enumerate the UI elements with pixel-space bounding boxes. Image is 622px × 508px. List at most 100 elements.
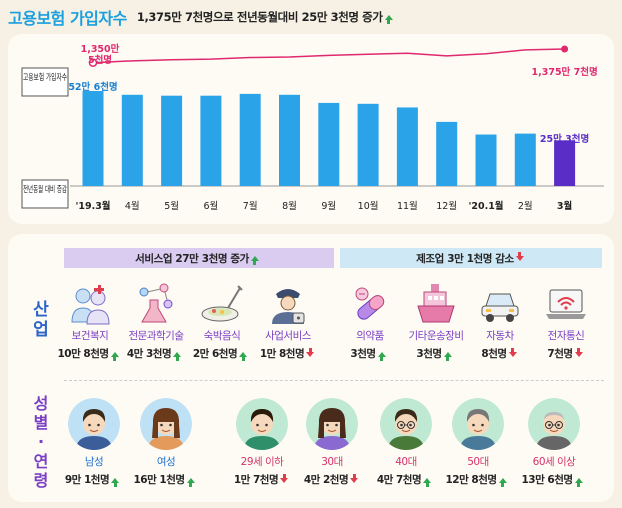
- demographic-label: 60세 이상: [532, 456, 576, 468]
- demographic-item: 29세 이하 1만 7천명: [222, 398, 302, 487]
- bar-2: [161, 95, 183, 186]
- bar-0: [82, 91, 104, 186]
- demographic-item: 여성 16만 1천명: [126, 398, 206, 487]
- up-arrow-icon: [173, 351, 182, 361]
- up-arrow-icon: [498, 477, 507, 487]
- woman-avatar-icon: [140, 398, 192, 450]
- demographic-label: 30대: [321, 456, 343, 468]
- line-end-label: 1,375만 7천명: [532, 66, 598, 78]
- demographic-label: 40대: [395, 456, 417, 468]
- ship-icon: [398, 280, 474, 326]
- service-sector-label: 서비스업 27만 3천명 증가: [135, 252, 249, 265]
- industry-item: 전문과학기술 4만 3천명: [118, 280, 194, 361]
- bar-1: [121, 94, 143, 186]
- line-row-label: 고용보험 가입자수: [23, 73, 67, 83]
- x-tick-label: 4월: [125, 200, 140, 212]
- section-divider: [64, 380, 604, 381]
- up-arrow-icon: [239, 351, 248, 361]
- demographic-item: 50대 12만 8천명: [438, 398, 518, 487]
- industry-label: 전문과학기술: [128, 330, 184, 342]
- page-title: 고용보험 가입자수 1,375만 7천명으로 전년동월대비 25만 3천명 증가: [8, 4, 397, 30]
- x-tick-label: '20.1월: [468, 200, 503, 212]
- demographic-value: 13만 6천명: [514, 472, 594, 487]
- demographics-side-label: 성 별 · 연 령: [33, 394, 49, 490]
- demographic-label: 여성: [156, 456, 176, 468]
- industry-item: 숙박음식 2만 6천명: [184, 280, 260, 361]
- demographic-item: 남성 9만 1천명: [54, 398, 134, 487]
- industry-item: 보건복지 10만 8천명: [52, 280, 128, 361]
- demographic-value: 9만 1천명: [54, 472, 134, 487]
- industry-label: 전자통신: [547, 330, 585, 342]
- bar-12: [554, 140, 576, 186]
- industry-item: 의약품 3천명: [332, 280, 408, 361]
- industry-value: 3천명: [332, 346, 408, 361]
- down-arrow-icon: [280, 473, 289, 483]
- bar-9: [436, 121, 458, 186]
- security-guard-icon: [250, 280, 326, 326]
- x-tick-label: '19.3월: [75, 200, 110, 212]
- up-arrow-icon: [186, 477, 195, 487]
- industry-label: 기타운송장비: [408, 330, 464, 342]
- bar-8: [396, 107, 418, 186]
- line-end-point: [561, 45, 569, 53]
- x-tick-label: 10월: [358, 200, 379, 212]
- x-tick-label: 12월: [436, 200, 457, 212]
- industry-value: 10만 8천명: [52, 346, 128, 361]
- bar-row-label-box: [21, 179, 69, 209]
- service-sector-banner: 서비스업 27만 3천명 증가: [64, 248, 334, 268]
- demographic-label: 29세 이하: [240, 456, 284, 468]
- industry-item: 자동차 8천명: [462, 280, 538, 361]
- up-arrow-icon: [384, 14, 393, 24]
- line-row-label-box: [21, 67, 69, 97]
- x-tick-label: 2월: [518, 200, 533, 212]
- demographic-item: 40대 4만 7천명: [366, 398, 446, 487]
- down-arrow-icon: [515, 251, 524, 261]
- x-tick-label: 6월: [204, 200, 219, 212]
- industry-value: 2만 6천명: [184, 346, 260, 361]
- industry-label: 보건복지: [71, 330, 109, 342]
- bar-row-label: 전년동월 대비 증감: [23, 184, 67, 195]
- bar-4: [239, 93, 261, 186]
- industry-value: 1만 8천명: [250, 346, 326, 361]
- demographic-value: 1만 7천명: [222, 472, 302, 487]
- x-tick-label: 11월: [397, 200, 418, 212]
- industry-value: 4만 3천명: [118, 346, 194, 361]
- down-arrow-icon: [508, 347, 517, 357]
- science-tech-icon: [118, 280, 194, 326]
- industry-item: 전자통신 7천명: [528, 280, 604, 361]
- bar-end-label: 25만 3천명: [540, 133, 589, 145]
- bar-7: [357, 103, 379, 186]
- forties-avatar-icon: [380, 398, 432, 450]
- subscriber-line: [92, 48, 565, 64]
- up-arrow-icon: [111, 477, 120, 487]
- manufacturing-sector-label: 제조업 3만 1천명 감소: [416, 252, 514, 265]
- industry-label: 사업서비스: [265, 330, 311, 342]
- food-dish-icon: [184, 280, 260, 326]
- bar-5: [279, 94, 300, 186]
- up-arrow-icon: [110, 351, 119, 361]
- industry-label: 숙박음식: [203, 330, 241, 342]
- industry-label: 의약품: [356, 330, 384, 342]
- thirties-avatar-icon: [306, 398, 358, 450]
- demographic-value: 4만 7천명: [366, 472, 446, 487]
- sixties-avatar-icon: [528, 398, 580, 450]
- man-avatar-icon: [68, 398, 120, 450]
- demographic-value: 16만 1천명: [126, 472, 206, 487]
- down-arrow-icon: [350, 473, 359, 483]
- down-arrow-icon: [574, 347, 583, 357]
- x-tick-label: 7월: [243, 200, 258, 212]
- young-avatar-icon: [236, 398, 288, 450]
- bar-3: [200, 95, 222, 186]
- bar-11: [514, 133, 536, 186]
- pill-icon: [332, 280, 408, 326]
- title-subtitle: 1,375만 7천명으로 전년동월대비 25만 3천명 증가: [136, 10, 383, 24]
- up-arrow-icon: [423, 477, 432, 487]
- up-arrow-icon: [377, 351, 386, 361]
- industry-item: 기타운송장비 3천명: [398, 280, 474, 361]
- fifties-avatar-icon: [452, 398, 504, 450]
- bar-6: [318, 102, 340, 186]
